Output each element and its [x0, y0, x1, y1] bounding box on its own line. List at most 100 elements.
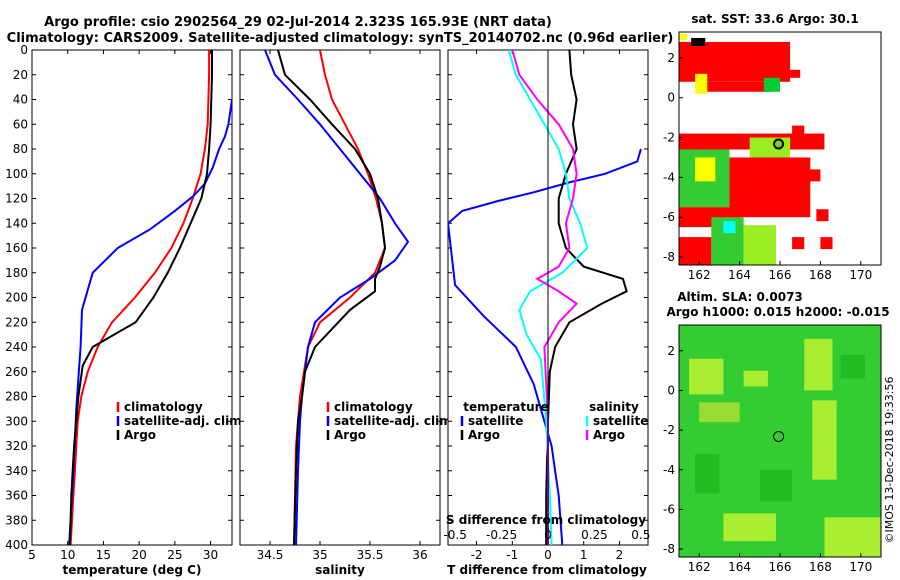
sst_map-patch [763, 77, 780, 92]
difference-series-salinity-satellite [507, 50, 589, 545]
sla_map-xtick-label: 166 [769, 560, 792, 574]
sst_map-patch [749, 137, 791, 158]
temperature-xtick-label: 30 [203, 548, 218, 562]
difference-salinity-tick-label: -0.5 [443, 528, 466, 542]
sst_map-patch [723, 221, 736, 234]
difference-xtick-label: 1 [580, 548, 588, 562]
sla_map-patch [689, 358, 724, 395]
sla_map-patch [723, 513, 776, 542]
temperature-series-climatology [69, 50, 211, 545]
sst_map-patch [679, 237, 712, 265]
temperature-xlabel: temperature (deg C) [63, 563, 202, 577]
temperature-ytick-label: 400 [5, 538, 28, 552]
sst_map-xtick-label: 166 [769, 268, 792, 282]
temperature-ytick-label: 40 [13, 93, 28, 107]
sla_map-patch [804, 338, 833, 391]
sst_map-ytick-label: 0 [667, 91, 675, 105]
sst_map-patch [703, 81, 770, 92]
temperature-ytick-label: 280 [5, 390, 28, 404]
temperature-axes-frame [31, 49, 233, 546]
salinity-xtick-label: 35 [312, 548, 327, 562]
sla_map-patch [759, 469, 793, 502]
sst_map-xtick-label: 162 [688, 268, 711, 282]
sla_map-patch [824, 517, 881, 557]
temperature-ytick-label: 80 [13, 142, 28, 156]
sst_map-xtick-label: 168 [809, 268, 832, 282]
difference-xtick-label: 2 [616, 548, 624, 562]
sst_map-patch [695, 73, 708, 94]
sla_map-patch [812, 400, 837, 480]
temperature-ytick-label: 340 [5, 464, 28, 478]
salinity-legend-label: climatology [334, 400, 413, 414]
sst_map-patch [679, 33, 688, 40]
temperature-xtick-label: 25 [167, 548, 182, 562]
temperature-ytick-label: 0 [20, 43, 28, 57]
credit-stamp: ©IMOS 13-Dec-2018 19:33:56 [883, 377, 896, 544]
temperature-xtick-label: 15 [96, 548, 111, 562]
temperature-ytick-label: 20 [13, 68, 28, 82]
difference-xtick-label: 0 [544, 548, 552, 562]
sla_map-patch [699, 402, 740, 423]
sst_map-ytick-label: 2 [667, 51, 675, 65]
temperature-ytick-label: 140 [5, 216, 28, 230]
sst_map-patch [743, 225, 776, 265]
sla_map-patch [840, 354, 865, 379]
difference-xtick-label: -2 [471, 548, 483, 562]
sst_map-patch [792, 237, 805, 250]
difference-legend-temperature-label: satellite [468, 414, 523, 428]
title-line-1: Argo profile: csio 2902564_29 02-Jul-201… [44, 15, 552, 30]
sst-map-title: sat. SST: 33.6 Argo: 30.1 [691, 12, 858, 26]
sst-map-panel: 162 164 166 168 170 2 0 -2 -4 -6 -8 [663, 31, 882, 282]
sla-map-title: Altim. SLA: 0.0073 [677, 290, 803, 304]
sst_map-ytick-label: -2 [663, 131, 675, 145]
difference-salinity-tick-label: 0 [544, 528, 552, 542]
temperature-ytick-label: 120 [5, 192, 28, 206]
sst_map-patch [729, 157, 811, 218]
sst_map-xtick-label: 164 [728, 268, 751, 282]
sla_map-ytick-label: -6 [663, 502, 675, 516]
difference-series-salinity-argo [511, 50, 579, 545]
difference-legend-temperature-label: Argo [468, 428, 500, 442]
sla_map-argo-marker [773, 430, 785, 442]
temperature-legend-label: climatology [124, 400, 203, 414]
temperature-xtick-label: 10 [60, 548, 75, 562]
temperature-ytick-label: 160 [5, 241, 28, 255]
sla_map-patch [743, 370, 768, 387]
temperature-ytick-label: 320 [5, 439, 28, 453]
difference-panel: -2 -1 0 1 2 -0.5 -0.25 0 0.25 0.5S difference fro… [443, 49, 650, 562]
sla-map-subtitle: Argo h1000: 0.015 h2000: -0.015 [666, 305, 889, 319]
title-line-2: Climatology: CARS2009. Satellite-adjuste… [7, 31, 674, 46]
temperature-ytick-label: 60 [13, 117, 28, 131]
sst_map-patch [695, 157, 716, 182]
sla_map-xtick-label: 164 [728, 560, 751, 574]
difference-legend-salinity-label: satellite [593, 414, 648, 428]
sla_map-xtick-label: 170 [849, 560, 872, 574]
difference-legend-salinity-label: Argo [593, 428, 625, 442]
temperature-ytick-label: 180 [5, 266, 28, 280]
sla_map-ytick-label: -4 [663, 463, 675, 477]
difference-legend-temperature-title: temperature [463, 400, 548, 414]
sla_map-xtick-label: 162 [688, 560, 711, 574]
sla-map-panel: 162 164 166 168 170 2 0 -2 -4 -6 -8 [663, 324, 882, 574]
temperature-ytick-label: 360 [5, 489, 28, 503]
sst-map-argo-dot [774, 139, 784, 149]
temperature-ytick-label: 260 [5, 365, 28, 379]
temperature-series-argo [68, 50, 213, 545]
sst_map-patch [792, 125, 805, 138]
sst_map-patch [804, 169, 821, 182]
sst_map-patch [820, 237, 833, 250]
salinity-xtick-label: 35.5 [357, 548, 384, 562]
temperature-ytick-label: 300 [5, 414, 28, 428]
difference-series-temperature-argo [545, 50, 628, 545]
sst_map-ytick-label: -8 [663, 250, 675, 264]
salinity-xtick-label: 36 [412, 548, 427, 562]
difference-legend-salinity-title: salinity [589, 400, 639, 414]
salinity-xtick-label: 34.5 [257, 548, 284, 562]
difference-top-xlabel: S difference from climatology [446, 513, 646, 527]
temperature-panel: 5 10 15 20 25 3002040608010012014016018020022… [5, 43, 246, 562]
difference-salinity-tick-label: 0.25 [581, 528, 608, 542]
temperature-ytick-label: 240 [5, 340, 28, 354]
temperature-ytick-label: 220 [5, 315, 28, 329]
sst_map-patch [816, 209, 829, 222]
